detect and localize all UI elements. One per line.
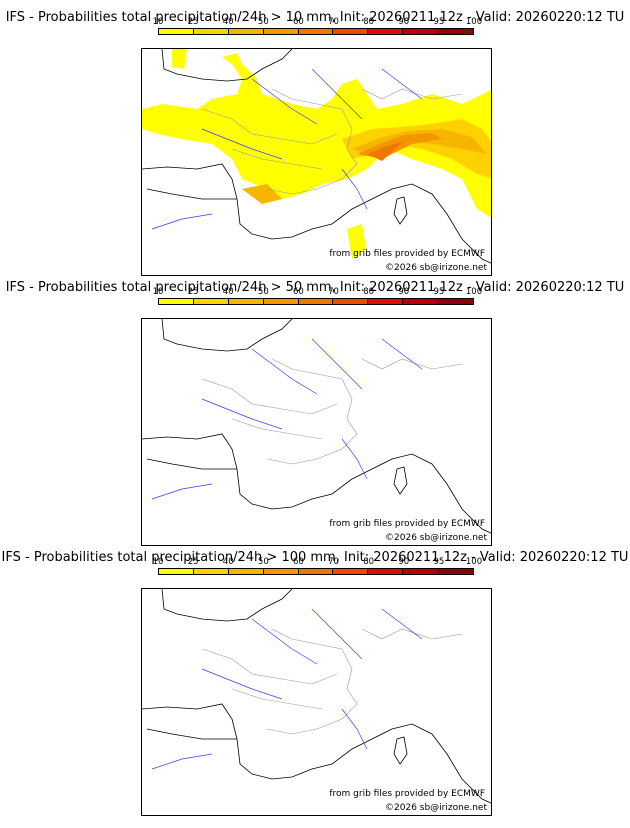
scale-tick-label: 40 xyxy=(222,17,234,27)
borders xyxy=(201,88,463,195)
copyright: ©2026 sb@irizone.net xyxy=(385,533,487,543)
scale-ticks: 10 25 40 50 60 70 80 90 95 100 xyxy=(153,557,483,567)
scale-tick-label: 70 xyxy=(328,287,339,297)
scale-tick-label: 80 xyxy=(363,287,375,297)
scale-swatch xyxy=(333,299,369,304)
precip-map: from grib files provided by ECMWF ©2026 … xyxy=(141,588,492,816)
scale-swatch xyxy=(159,29,194,34)
scale-swatch xyxy=(333,569,369,574)
scale-tick-label: 25 xyxy=(187,287,199,297)
source-credit: from grib files provided by ECMWF xyxy=(329,789,485,799)
scale-swatch xyxy=(159,569,194,574)
scale-swatch xyxy=(368,299,404,304)
scale-swatch xyxy=(228,29,264,34)
scale-swatch xyxy=(263,569,299,574)
scale-swatch xyxy=(298,29,334,34)
probability-color-scale: 10 25 40 50 60 70 80 90 95 100 xyxy=(153,557,483,578)
scale-swatch xyxy=(333,29,369,34)
scale-tick-label: 100 xyxy=(465,557,483,567)
scale-tick-label: 80 xyxy=(363,17,375,27)
coastline xyxy=(142,589,491,804)
scale-swatch xyxy=(403,29,439,34)
copyright: ©2026 sb@irizone.net xyxy=(385,803,487,813)
source-credit: from grib files provided by ECMWF xyxy=(329,519,485,529)
borders xyxy=(201,628,463,735)
scale-tick-label: 25 xyxy=(187,557,199,567)
scale-swatch xyxy=(368,569,404,574)
panel-title: IFS - Probabilities total precipitation/… xyxy=(5,280,625,295)
scale-swatch xyxy=(193,299,229,304)
panel-50mm: IFS - Probabilities total precipitation/… xyxy=(0,270,630,546)
scale-tick-label: 60 xyxy=(293,17,304,27)
scale-swatch xyxy=(263,29,299,34)
map-canvas xyxy=(142,319,491,534)
panel-title: IFS - Probabilities total precipitation/… xyxy=(1,550,629,565)
scale-swatch xyxy=(228,299,264,304)
rivers xyxy=(151,608,423,770)
scale-swatch xyxy=(228,569,264,574)
scale-tick-label: 95 xyxy=(433,287,445,297)
scale-ticks: 10 25 40 50 60 70 80 90 95 100 xyxy=(153,287,483,297)
panel-100mm: IFS - Probabilities total precipitation/… xyxy=(0,540,630,816)
scale-swatch xyxy=(403,299,439,304)
scale-ticks: 10 25 40 50 60 70 80 90 95 100 xyxy=(153,17,483,27)
scale-swatch xyxy=(263,299,299,304)
scale-bar xyxy=(158,568,474,575)
scale-tick-label: 40 xyxy=(222,287,234,297)
scale-swatch xyxy=(298,569,334,574)
scale-swatch xyxy=(438,569,474,574)
scale-tick-label: 10 xyxy=(152,17,164,27)
scale-swatch xyxy=(193,569,229,574)
scale-tick-label: 90 xyxy=(398,287,410,297)
panel-title: IFS - Probabilities total precipitation/… xyxy=(5,10,625,25)
scale-tick-label: 100 xyxy=(465,17,483,27)
precip-map: from grib files provided by ECMWF ©2026 … xyxy=(141,318,492,546)
panel-10mm: IFS - Probabilities total precipitation/… xyxy=(0,0,630,276)
scale-tick-label: 10 xyxy=(152,557,164,567)
scale-swatch xyxy=(193,29,229,34)
scale-tick-label: 100 xyxy=(465,287,483,297)
scale-tick-label: 40 xyxy=(222,557,234,567)
scale-tick-label: 80 xyxy=(363,557,375,567)
coastline xyxy=(142,49,491,264)
scale-tick-label: 50 xyxy=(257,17,269,27)
scale-tick-label: 50 xyxy=(257,287,269,297)
scale-swatch xyxy=(438,29,474,34)
rivers xyxy=(151,68,423,230)
scale-tick-label: 70 xyxy=(328,557,339,567)
scale-tick-label: 25 xyxy=(187,17,199,27)
scale-tick-label: 60 xyxy=(293,557,304,567)
scale-swatch xyxy=(368,29,404,34)
precip-probability-fill xyxy=(142,49,491,259)
scale-tick-label: 90 xyxy=(398,557,410,567)
scale-tick-label: 95 xyxy=(433,557,445,567)
coastline xyxy=(142,319,491,534)
scale-bar xyxy=(158,298,474,305)
scale-tick-label: 50 xyxy=(257,557,269,567)
borders xyxy=(201,358,463,465)
scale-tick-label: 10 xyxy=(152,287,164,297)
scale-tick-label: 95 xyxy=(433,17,445,27)
scale-bar xyxy=(158,28,474,35)
map-canvas xyxy=(142,589,491,804)
map-canvas xyxy=(142,49,491,264)
probability-color-scale: 10 25 40 50 60 70 80 90 95 100 xyxy=(153,287,483,308)
scale-tick-label: 60 xyxy=(293,287,304,297)
copyright: ©2026 sb@irizone.net xyxy=(385,263,487,273)
scale-tick-label: 70 xyxy=(328,17,339,27)
rivers xyxy=(151,338,423,500)
scale-swatch xyxy=(403,569,439,574)
scale-swatch xyxy=(438,299,474,304)
scale-tick-label: 90 xyxy=(398,17,410,27)
source-credit: from grib files provided by ECMWF xyxy=(329,249,485,259)
precip-map: from grib files provided by ECMWF ©2026 … xyxy=(141,48,492,276)
scale-swatch xyxy=(159,299,194,304)
scale-swatch xyxy=(298,299,334,304)
probability-color-scale: 10 25 40 50 60 70 80 90 95 100 xyxy=(153,17,483,38)
